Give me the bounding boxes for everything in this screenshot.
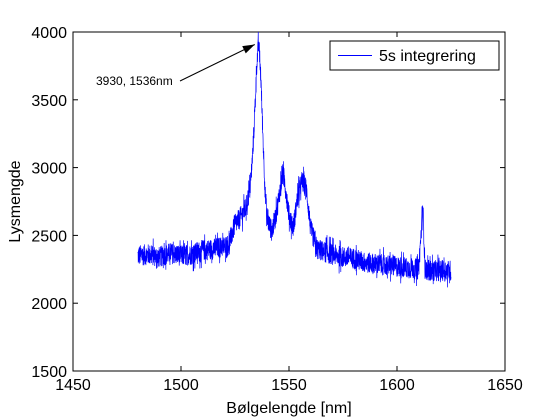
x-tick-label: 1450 (55, 377, 91, 394)
annotation-label: 3930, 1536nm (96, 74, 173, 88)
annotation-arrow (179, 44, 255, 82)
annotation-layer: 3930, 1536nm (96, 44, 255, 88)
y-tick-label: 1500 (31, 364, 67, 381)
series-layer (137, 31, 452, 288)
x-tick-label: 1500 (163, 377, 199, 394)
y-tick-label: 3500 (31, 93, 67, 110)
series-line (137, 31, 452, 288)
annotation-arrowhead (242, 44, 255, 54)
y-tick-label: 2500 (31, 228, 67, 245)
legend: 5s integrering (329, 40, 500, 71)
x-tick-label: 1600 (379, 377, 415, 394)
x-tick-label: 1650 (487, 377, 523, 394)
tick-layer: 1450 1500 1550 1600 165015002000250030003500… (31, 25, 522, 394)
x-axis-title: Bølgelengde [nm] (226, 400, 351, 417)
legend-entry-label: 5s integrering (379, 48, 476, 65)
y-tick-label: 2000 (31, 296, 67, 313)
y-tick-label: 3000 (31, 161, 67, 178)
x-tick-label: 1550 (271, 377, 307, 394)
y-axis-title: Lysmengde (7, 160, 24, 242)
y-tick-label: 4000 (31, 25, 67, 42)
